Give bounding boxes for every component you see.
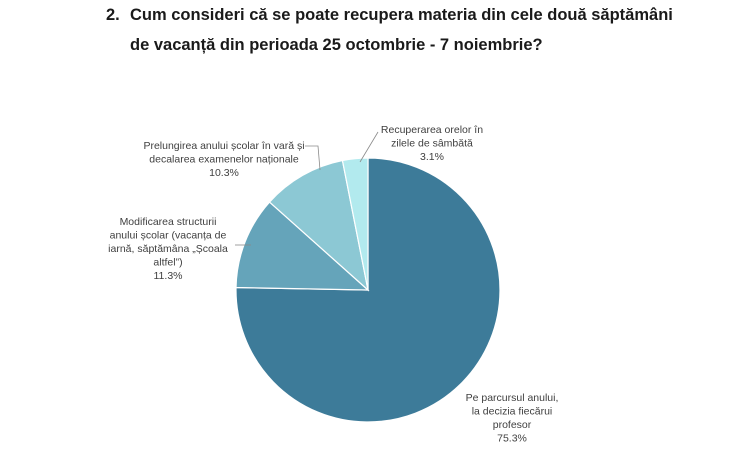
question-text-line-1: Cum consideri că se poate recupera mater… [130, 6, 673, 24]
pie-slice-3 [268, 159, 369, 292]
question-number: 2. [106, 6, 120, 24]
slice-label-line: anului școlar (vacanța de [110, 230, 227, 242]
slice-value-label: 3.1% [420, 151, 444, 163]
question-text-line-2: de vacanță din perioada 25 octombrie - 7… [130, 36, 543, 54]
leader-line-3 [305, 145, 321, 171]
slice-label-4: Recuperarea orelor în zilele de sâmbătă 3.… [381, 124, 483, 163]
slice-label-line: Recuperarea orelor în [381, 124, 483, 136]
slice-label-line: la decizia fiecărui [472, 406, 553, 418]
slice-label-line: Prelungirea anului școlar în vară și [143, 140, 304, 152]
slice-value-label: 10.3% [209, 167, 239, 179]
leader-line-4 [359, 131, 379, 163]
slice-label-2: Modificarea structurii anului școlar (vac… [108, 216, 228, 282]
slice-label-line: profesor [493, 419, 532, 431]
pie-slice-2 [235, 201, 370, 291]
slice-label-line: iarnă, săptămâna „Școala [108, 243, 228, 255]
slice-label-line: decalarea examenelor naționale [149, 154, 299, 166]
slice-value-label: 11.3% [154, 270, 183, 282]
slice-label-line: zilele de sâmbătă [391, 138, 473, 150]
slice-value-label: 75.3% [497, 433, 527, 445]
slice-label-line: Pe parcursul anului, [466, 392, 559, 404]
slice-label-3: Prelungirea anului școlar în vară și deca… [143, 140, 304, 179]
slice-label-line: altfel”) [153, 257, 182, 269]
pie-slice-4 [341, 157, 369, 291]
slice-label-line: Modificarea structurii [120, 216, 217, 228]
slice-label-1: Pe parcursul anului, la decizia fiecărui p… [466, 392, 559, 445]
